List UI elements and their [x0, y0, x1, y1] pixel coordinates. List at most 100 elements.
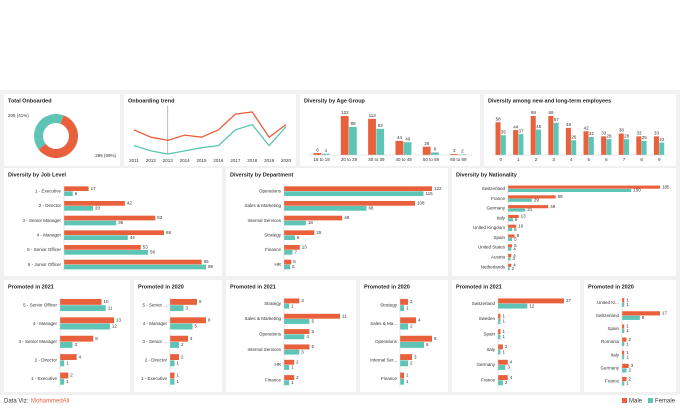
value-label: 45 — [536, 124, 542, 129]
bar — [60, 354, 77, 361]
value-label: 2 — [181, 354, 184, 359]
value-label: 20 — [95, 206, 101, 211]
category-label: 1 - Executive — [35, 189, 62, 194]
bar — [284, 220, 306, 226]
bar — [400, 305, 404, 312]
value-label: 26 — [571, 134, 577, 139]
value-label: 2 — [512, 266, 515, 271]
value-label: 3 — [74, 342, 77, 347]
bar — [284, 298, 300, 304]
category-label: Sweden — [479, 316, 496, 321]
category-label: 6 - Junior Officer — [28, 262, 62, 267]
bar — [622, 355, 625, 360]
bar — [284, 264, 291, 270]
bar — [403, 142, 412, 155]
category-label: Romania — [601, 339, 620, 344]
value-label: 4 — [190, 336, 193, 341]
bar — [553, 122, 559, 155]
bar — [508, 234, 515, 238]
panel — [4, 94, 120, 166]
value-label: 13 — [116, 317, 122, 322]
value-label: 6 — [75, 191, 78, 196]
category-label: 5 — [588, 157, 591, 162]
bar — [60, 298, 102, 305]
bar — [400, 378, 404, 385]
category-label: Italy — [611, 352, 620, 357]
bar — [284, 375, 295, 381]
bar — [498, 344, 503, 350]
credit-name: MohammedAli — [31, 399, 69, 405]
bar — [508, 237, 513, 241]
chart-title: Diversity by Department — [230, 172, 293, 178]
bar — [284, 235, 295, 241]
category-label: 40 to 49 — [396, 157, 413, 162]
category-label: Strategy — [264, 301, 282, 306]
bar — [622, 315, 640, 320]
value-label: 5 — [514, 237, 517, 242]
bar — [400, 298, 408, 305]
x-tick-label: 2016 — [213, 158, 224, 163]
value-label: 53 — [143, 245, 149, 250]
bar — [284, 259, 292, 265]
value-label: 2 — [628, 337, 631, 342]
value-label: 3 — [186, 305, 189, 310]
chart-title: Diversity by Job Level — [8, 172, 67, 178]
value-label: 295 (59%) — [95, 153, 116, 158]
value-label: 57 — [554, 117, 560, 122]
category-label: 3 - Senior Manager — [18, 339, 57, 344]
bar — [530, 116, 536, 155]
bar — [606, 139, 612, 155]
category-label: Switzerland — [596, 313, 620, 318]
value-label: 205 (41%) — [8, 113, 29, 118]
value-label: 6 — [426, 342, 429, 347]
value-label: 5 — [311, 319, 314, 324]
value-label: 4 — [513, 246, 516, 251]
bar — [508, 257, 511, 261]
bar — [284, 245, 300, 250]
bar — [170, 378, 175, 385]
value-label: 88 — [351, 121, 357, 126]
value-label: 3 — [301, 349, 304, 354]
bar — [170, 360, 175, 367]
category-label: Germany — [600, 365, 619, 370]
value-label: 2 — [410, 299, 413, 304]
value-label: 1 — [626, 297, 629, 302]
bar — [498, 375, 508, 381]
category-label: France — [491, 196, 506, 201]
chart-title: Promoted in 2021 — [8, 284, 54, 290]
value-label: 1 — [291, 380, 294, 385]
bar — [601, 136, 607, 155]
value-label: 8 — [208, 317, 211, 322]
value-label: 1 — [626, 328, 629, 333]
bar — [284, 365, 290, 370]
value-label: 2 — [628, 368, 631, 373]
value-label: 58 — [496, 116, 502, 121]
value-label: 1 — [406, 373, 409, 378]
bar — [498, 380, 503, 386]
bar — [170, 372, 175, 379]
value-label: 1 — [66, 361, 69, 366]
category-label: Sales & Ma... — [370, 321, 397, 326]
x-tick-label: 2011 — [129, 158, 139, 163]
value-label: 5 — [514, 243, 517, 248]
bar — [508, 218, 513, 222]
bar — [571, 140, 577, 155]
value-label: 48 — [344, 215, 350, 220]
x-tick-label: 2012 — [146, 158, 157, 163]
x-tick-label: 2014 — [180, 158, 191, 163]
category-label: 1 - Executive — [31, 376, 58, 381]
category-label: Sales & Marketing — [244, 316, 281, 321]
chart-title: Diversity among new and long-term employ… — [488, 98, 611, 104]
bar — [400, 335, 432, 342]
value-label: 33 — [636, 131, 642, 136]
value-label: 58 — [558, 194, 564, 199]
value-label: 36 — [118, 220, 124, 225]
category-label: HR — [275, 362, 282, 367]
bar — [565, 127, 571, 155]
bar — [508, 185, 660, 189]
value-label: 44 — [397, 135, 403, 140]
value-label: 40 — [405, 136, 411, 141]
category-label: 4 - Manager — [33, 321, 58, 326]
value-label: 1 — [502, 313, 505, 318]
bar — [508, 195, 556, 199]
